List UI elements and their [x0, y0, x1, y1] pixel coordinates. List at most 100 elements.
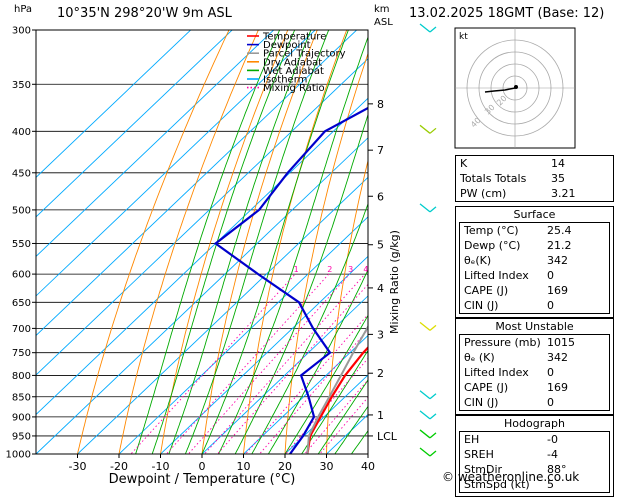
pressure-tick-label: 350: [12, 80, 31, 91]
mixing-ratio-label: 15: [437, 265, 447, 274]
pressure-tick-label: 850: [12, 392, 31, 403]
wind-barb-flag-icon: [430, 325, 436, 330]
km-tick-label: LCL: [377, 430, 398, 443]
pressure-tick-label: 550: [12, 239, 31, 250]
pressure-tick-label: 500: [12, 205, 31, 216]
km-tick-label: 5: [377, 239, 384, 252]
surface-row: CIN (J)0: [460, 298, 609, 313]
wind-barb-icon: [420, 125, 430, 133]
pw-value: 3.21: [551, 186, 609, 201]
temperature-tick-label: 30: [320, 460, 334, 473]
pressure-tick-label: 450: [12, 168, 31, 179]
wind-barb-flag-icon: [430, 207, 436, 212]
mixing-ratio-label: 1: [294, 265, 299, 274]
wind-barb-flag-icon: [430, 451, 436, 456]
mixing-ratio-line: [271, 274, 442, 471]
wind-barb-icon: [420, 411, 430, 419]
most-unstable-value: 0: [547, 395, 605, 410]
surface-value: 169: [547, 283, 605, 298]
surface-value: 25.4: [547, 223, 605, 238]
km-tick-label: 2: [377, 367, 384, 380]
surface-label: CAPE (J): [464, 283, 547, 298]
surface-label: Temp (°C): [464, 223, 547, 238]
most-unstable-title: Most Unstable: [456, 319, 613, 334]
hodograph-row: EH-0: [460, 432, 609, 447]
surface-row: CAPE (J)169: [460, 283, 609, 298]
surface-label: Lifted Index: [464, 268, 547, 283]
wind-barb-flag-icon: [430, 27, 436, 32]
pressure-tick-label: 300: [12, 26, 31, 37]
pressure-tick-label: 950: [12, 431, 31, 442]
pw-label: PW (cm): [460, 186, 551, 201]
k-index-label: K: [460, 156, 551, 171]
hodograph-title: Hodograph: [456, 416, 613, 431]
isotherm-line: [0, 6, 299, 472]
surface-row: θₑ(K)342: [460, 253, 609, 268]
temperature-tick-label: 40: [361, 460, 375, 473]
surface-value: 342: [547, 253, 605, 268]
location-title: 10°35'N 298°20'W 9m ASL: [57, 6, 232, 21]
hodograph-row: SREH-4: [460, 447, 609, 462]
copyright-footer[interactable]: © weatheronline.co.uk: [442, 470, 579, 484]
wet-adiabat-line: [130, 18, 285, 471]
pressure-tick-label: 600: [12, 270, 31, 281]
totals-totals-value: 35: [551, 171, 609, 186]
hodograph-unit-label: kt: [459, 32, 468, 42]
most-unstable-label: θₑ (K): [464, 350, 547, 365]
mixing-ratio-label: 10: [413, 265, 423, 274]
wind-barb-flag-icon: [430, 128, 436, 133]
most-unstable-value: 169: [547, 380, 605, 395]
wind-barb-icon: [420, 204, 430, 212]
wind-barb-flag-icon: [430, 394, 436, 399]
mixing-ratio-label: 3: [348, 265, 353, 274]
legend-label: Mixing Ratio: [263, 83, 325, 94]
km-tick-label: 4: [377, 282, 384, 295]
hodograph-label: SREH: [464, 447, 547, 462]
temperature-tick-label: -30: [69, 460, 87, 473]
most-unstable-value: 0: [547, 365, 605, 380]
isotherm-line: [0, 6, 258, 472]
mixing-ratio-line: [202, 274, 377, 471]
wind-barb-flag-icon: [430, 414, 436, 419]
km-asl-label: km ASL: [374, 3, 393, 29]
datetime-title: 13.02.2025 18GMT (Base: 12): [409, 6, 604, 21]
surface-label: Dewp (°C): [464, 238, 547, 253]
surface-title: Surface: [456, 207, 613, 222]
mixing-ratio-label: 2: [327, 265, 332, 274]
surface-row: Temp (°C)25.4: [460, 223, 609, 238]
mixing-ratio-line: [173, 274, 350, 471]
pressure-tick-label: 900: [12, 412, 31, 423]
most-unstable-label: Lifted Index: [464, 365, 547, 380]
pressure-tick-label: 800: [12, 371, 31, 382]
most-unstable-row: CAPE (J)169: [460, 380, 609, 395]
km-tick-label: 3: [377, 328, 384, 341]
most-unstable-label: CAPE (J): [464, 380, 547, 395]
most-unstable-row: CIN (J)0: [460, 395, 609, 410]
mixing-ratio-label: 8: [402, 265, 407, 274]
hodograph-label: EH: [464, 432, 547, 447]
surface-value: 0: [547, 268, 605, 283]
pressure-tick-label: 400: [12, 127, 31, 138]
asl-label: ASL: [374, 16, 393, 29]
pressure-unit-label: hPa: [14, 4, 32, 15]
storm-motion-marker: [514, 85, 518, 89]
wind-barb-icon: [420, 430, 430, 438]
surface-label: θₑ(K): [464, 253, 547, 268]
totals-totals-label: Totals Totals: [460, 171, 551, 186]
most-unstable-label: CIN (J): [464, 395, 547, 410]
pw-row: PW (cm)3.21: [456, 186, 613, 201]
pressure-tick-label: 650: [12, 298, 31, 309]
pressure-tick-label: 700: [12, 324, 31, 335]
km-label: km: [374, 3, 393, 16]
pressure-tick-label: 750: [12, 348, 31, 359]
x-axis-label: Dewpoint / Temperature (°C): [109, 472, 296, 486]
